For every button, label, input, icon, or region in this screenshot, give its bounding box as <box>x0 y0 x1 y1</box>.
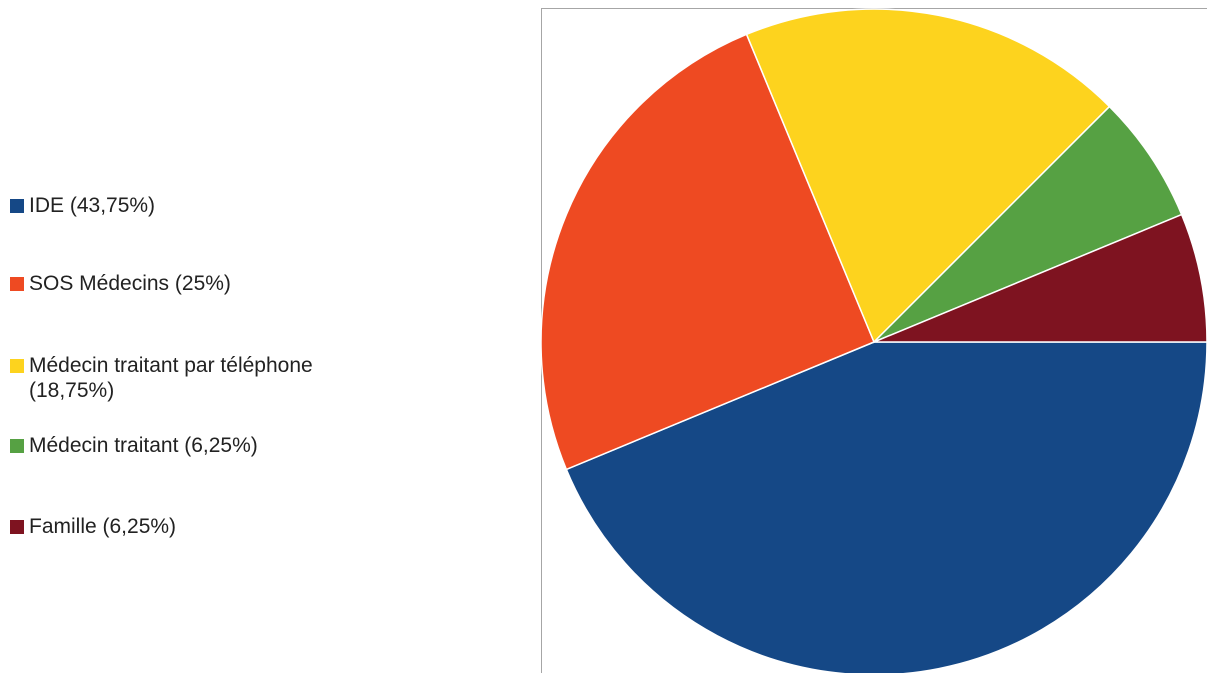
pie-slice-sos-medecins <box>540 33 875 471</box>
legend-label-sos-medecins: SOS Médecins (25%) <box>29 272 231 295</box>
legend-item-sos-medecins: SOS Médecins (25%) <box>10 271 389 296</box>
pie-slice-medecin-traitant-telephone <box>745 8 1111 344</box>
legend-label-medecin-traitant: Médecin traitant (6,25%) <box>29 434 258 457</box>
legend-item-medecin-traitant: Médecin traitant (6,25%) <box>10 433 389 458</box>
legend-swatch-medecin-traitant-telephone <box>10 359 24 373</box>
pie-slice-ide <box>565 341 1207 673</box>
legend-swatch-ide <box>10 199 24 213</box>
legend-item-medecin-traitant-telephone: Médecin traitant par téléphone (18,75%) <box>10 353 374 403</box>
legend-swatch-sos-medecins <box>10 277 24 291</box>
legend-label-ide: IDE (43,75%) <box>29 194 156 217</box>
pie-slice-medecin-traitant <box>873 105 1183 343</box>
chart-legend: IDE (43,75%) SOS Médecins (25%) Médecin … <box>0 0 500 673</box>
legend-item-ide: IDE (43,75%) <box>10 193 389 218</box>
legend-label-medecin-traitant-telephone: Médecin traitant par téléphone (18,75%) <box>29 354 313 402</box>
legend-item-famille: Famille (6,25%) <box>10 514 389 539</box>
legend-swatch-famille <box>10 520 24 534</box>
legend-swatch-medecin-traitant <box>10 439 24 453</box>
legend-label-famille: Famille (6,25%) <box>29 515 177 538</box>
